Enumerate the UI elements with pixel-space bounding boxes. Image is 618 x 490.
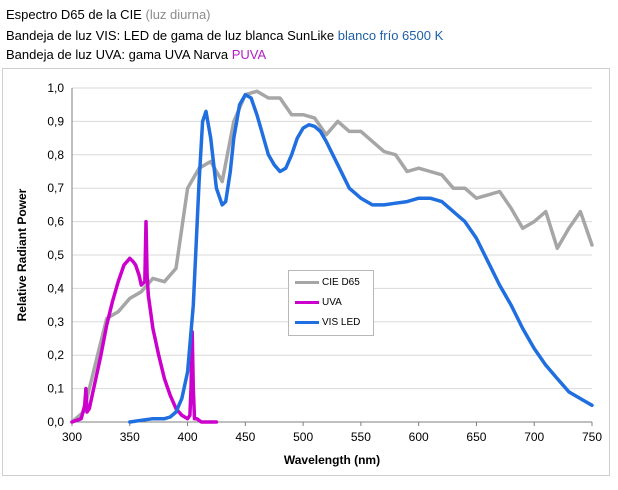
- y-axis-label: Relative Radiant Power: [15, 188, 29, 321]
- vis-led-line: [128, 92, 594, 424]
- caption-line-3-note: PUVA: [231, 47, 267, 62]
- y-tick-label: 0,7: [47, 181, 64, 195]
- caption-line-2: Bandeja de luz VIS: LED de gama de luz b…: [6, 28, 443, 44]
- x-tick-label: 700: [524, 430, 544, 444]
- caption-line-2-main: Bandeja de luz VIS: LED de gama de luz b…: [6, 28, 335, 43]
- legend-item-cie: CIE D65: [295, 275, 360, 289]
- x-tick-label: 750: [582, 430, 602, 444]
- y-tick-label: 0,8: [47, 148, 64, 162]
- x-tick-label: 650: [466, 430, 486, 444]
- legend-item-uva: UVA: [295, 295, 342, 309]
- caption-line-3-main: Bandeja de luz UVA: gama UVA Narva: [6, 47, 229, 62]
- y-tick-label: 0,9: [47, 114, 64, 128]
- x-tick-label: 400: [178, 430, 198, 444]
- legend-item-vis: VIS LED: [295, 315, 360, 329]
- x-tick-label: 600: [409, 430, 429, 444]
- x-tick-label: 300: [62, 430, 82, 444]
- legend-swatch-cie: [295, 280, 319, 284]
- caption-line-1-note: (luz diurna): [145, 7, 211, 22]
- x-tick-label: 550: [351, 430, 371, 444]
- y-tick-label: 0,2: [47, 348, 64, 362]
- y-tick-label: 0,5: [47, 248, 64, 262]
- legend-swatch-vis: [295, 320, 319, 324]
- legend-label-cie: CIE D65: [322, 276, 360, 288]
- caption-line-1: Espectro D65 de la CIE (luz diurna): [6, 7, 211, 23]
- legend-label-uva: UVA: [322, 296, 342, 308]
- caption-line-1-main: Espectro D65 de la CIE: [6, 7, 142, 22]
- y-tick-label: 1,0: [47, 81, 64, 95]
- y-tick-label: 0,0: [47, 415, 64, 429]
- chart-legend: CIE D65 UVA VIS LED: [288, 270, 374, 336]
- x-tick-label: 500: [293, 430, 313, 444]
- y-tick-label: 0,3: [47, 315, 64, 329]
- x-axis-label: Wavelength (nm): [284, 453, 380, 467]
- uva-line: [70, 219, 219, 424]
- legend-swatch-uva: [295, 300, 319, 304]
- legend-label-vis: VIS LED: [322, 316, 361, 328]
- x-tick-label: 450: [235, 430, 255, 444]
- x-tick-label: 350: [120, 430, 140, 444]
- caption-line-3: Bandeja de luz UVA: gama UVA Narva PUVA: [6, 47, 266, 63]
- y-tick-label: 0,1: [47, 382, 64, 396]
- caption-line-2-note: blanco frío 6500 K: [337, 28, 444, 43]
- cie-d65-line: [70, 89, 594, 424]
- y-tick-label: 0,6: [47, 215, 64, 229]
- y-tick-label: 0,4: [47, 281, 64, 295]
